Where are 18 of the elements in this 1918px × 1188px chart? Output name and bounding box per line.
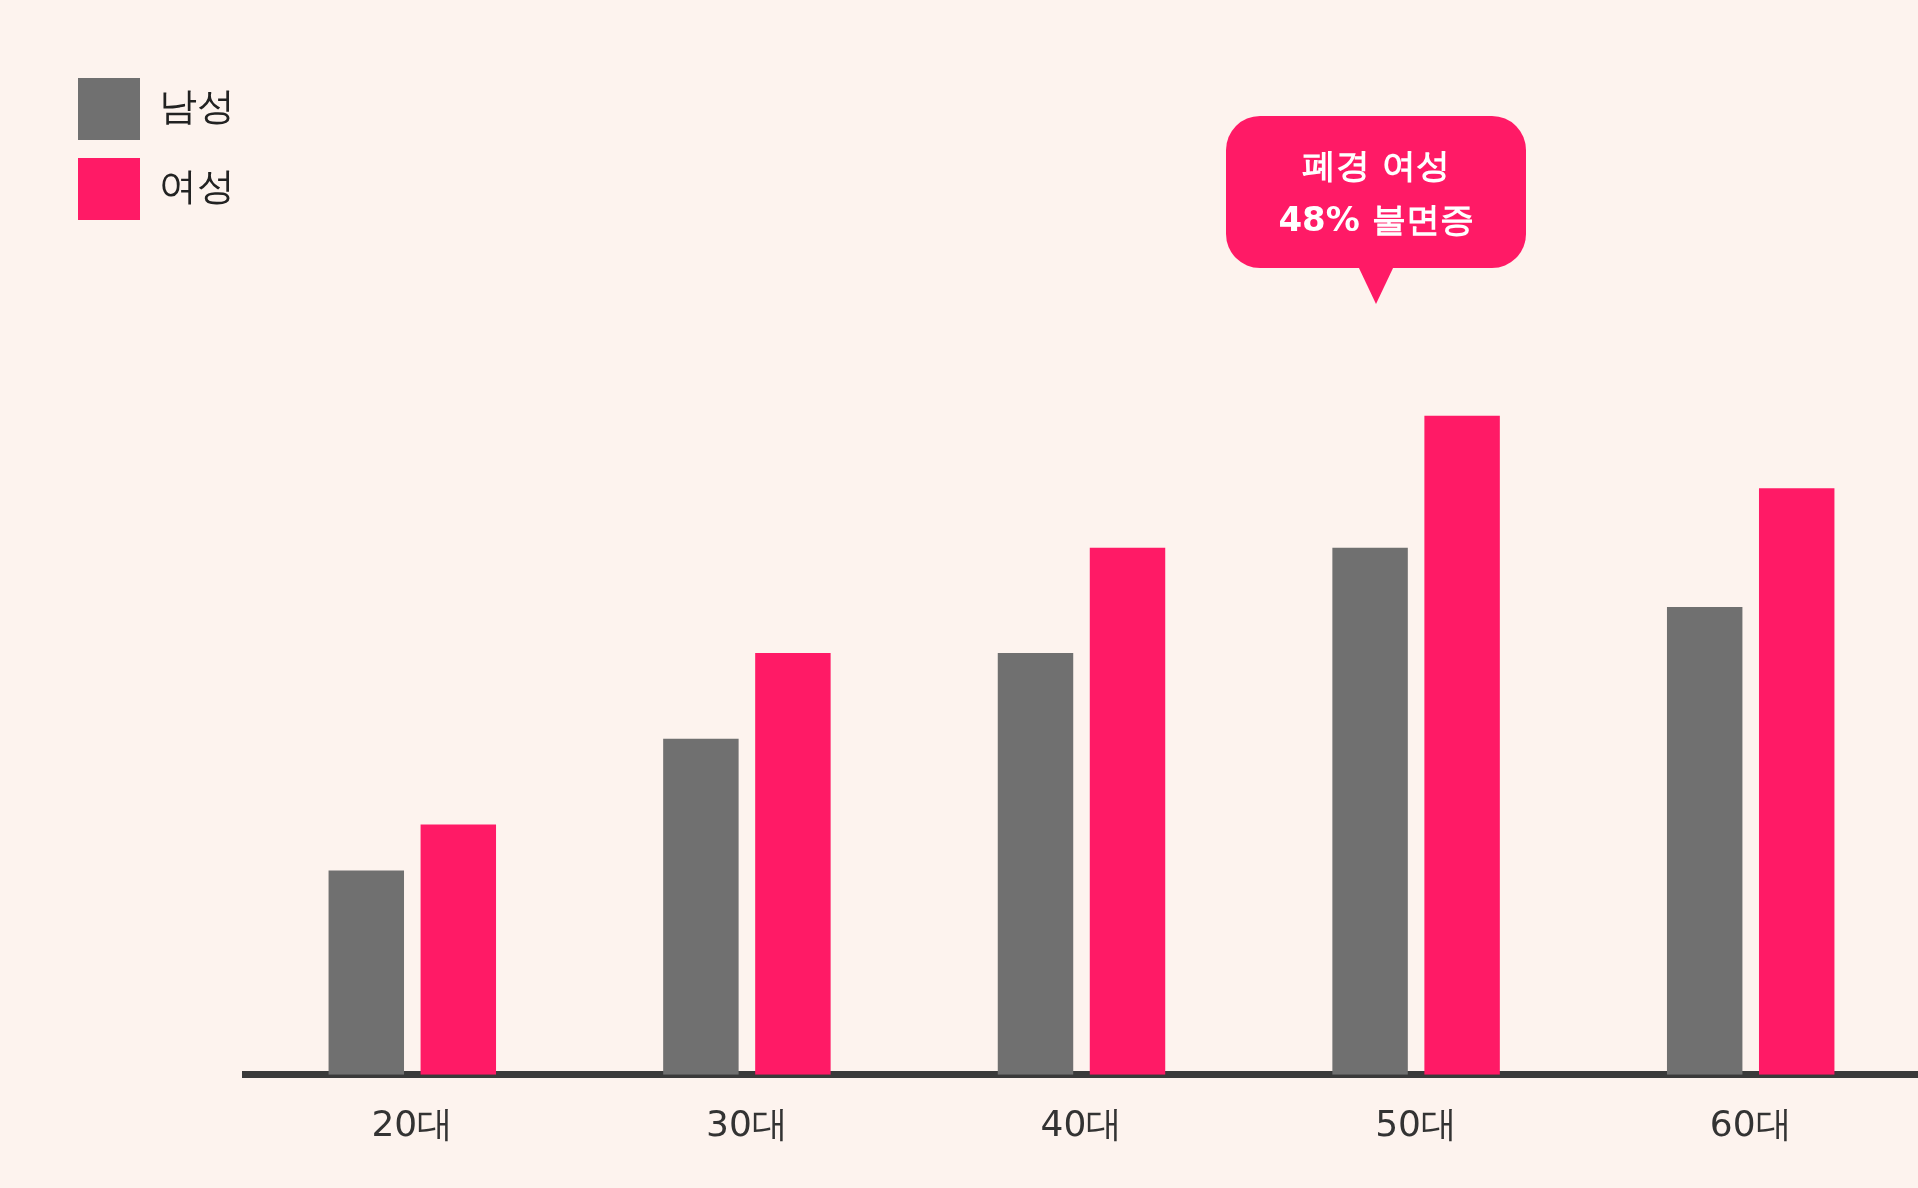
bar xyxy=(1666,606,1743,1075)
x-tick-label: 20대 xyxy=(371,1102,454,1144)
bar xyxy=(1424,415,1500,1075)
legend-label: 남성 xyxy=(159,83,235,128)
bar xyxy=(755,653,831,1075)
bar xyxy=(1758,488,1835,1075)
bar xyxy=(328,870,405,1075)
x-tick-label: 50대 xyxy=(1375,1102,1458,1144)
legend-label: 여성 xyxy=(159,163,235,208)
bar xyxy=(663,738,739,1075)
bar xyxy=(997,653,1074,1075)
x-tick-label: 40대 xyxy=(1040,1102,1123,1144)
bar xyxy=(420,824,497,1075)
bar xyxy=(1332,547,1408,1075)
bar xyxy=(1089,547,1166,1075)
x-tick-label: 60대 xyxy=(1709,1102,1792,1144)
speech-bubble: 폐경 여성 48% 불면증 xyxy=(1226,116,1526,268)
x-tick-label: 30대 xyxy=(705,1102,788,1144)
